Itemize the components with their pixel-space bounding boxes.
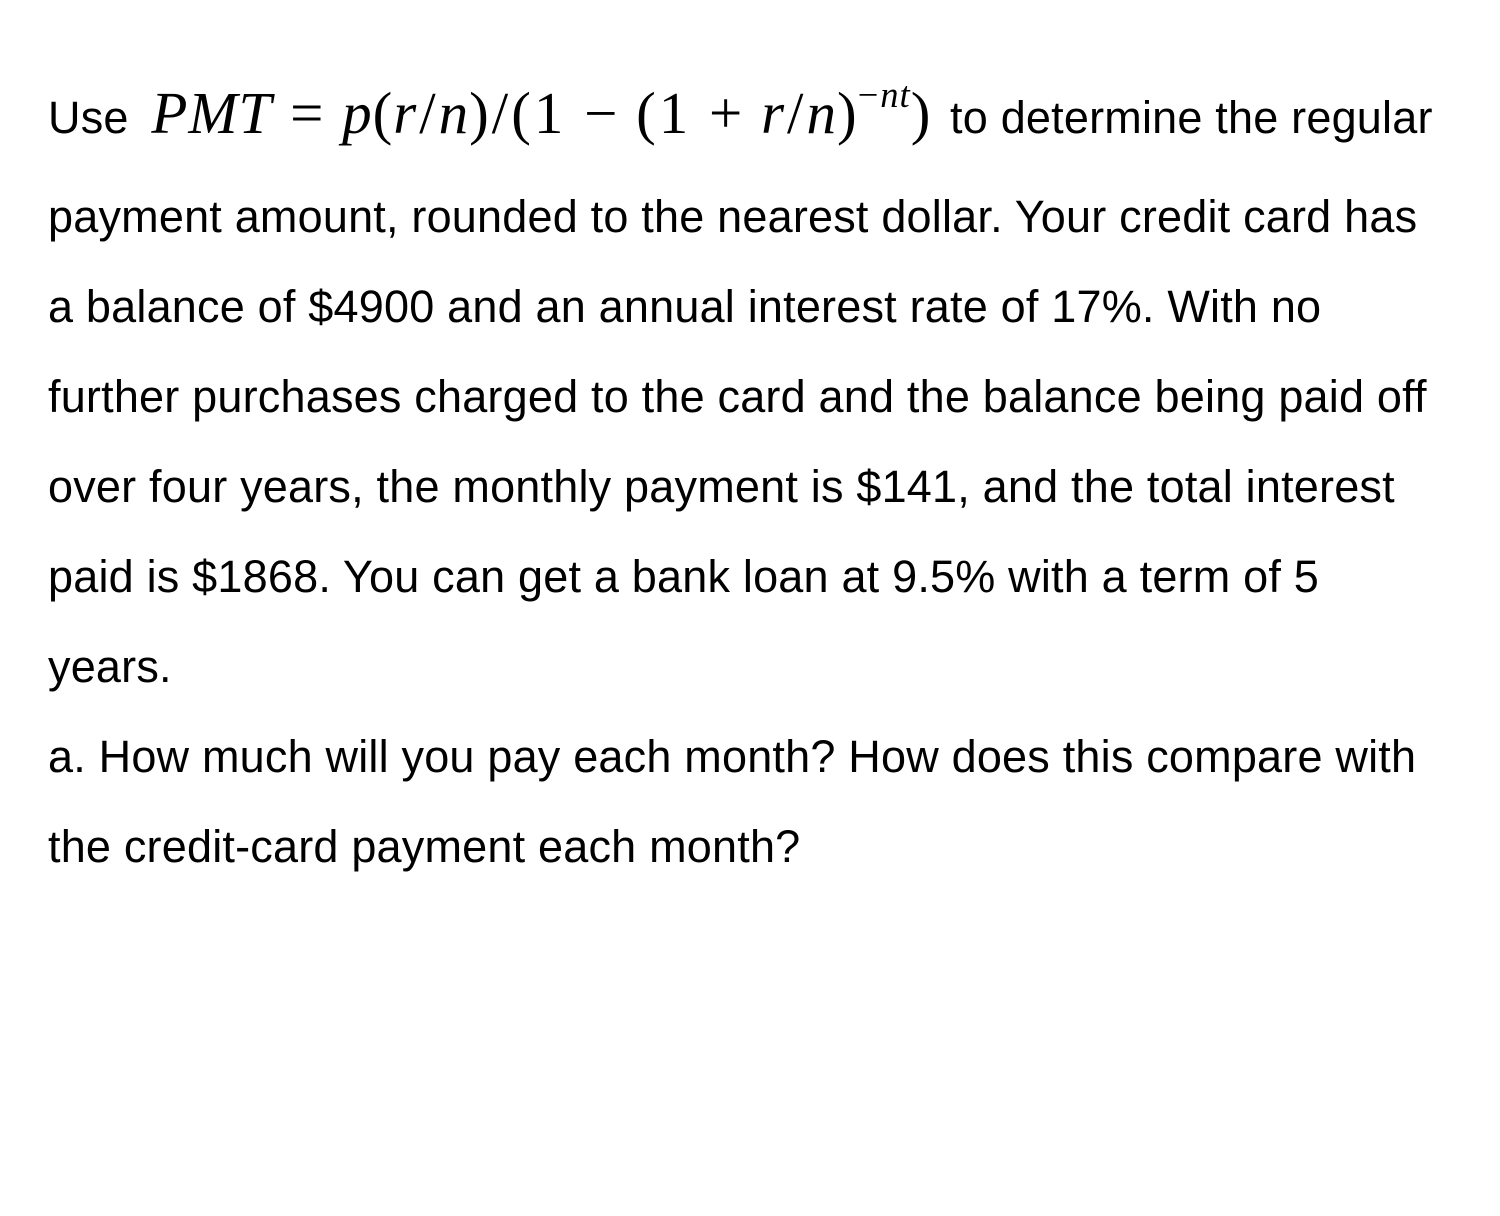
formula-one-2: 1 <box>657 80 692 146</box>
formula-r-2: r <box>761 80 785 146</box>
formula-slash-3: / <box>785 80 806 146</box>
paragraph-main: Use PMT = p(r/n)/(1 − (1 + r/n)−nt) to d… <box>48 54 1452 712</box>
formula-minus-1: − <box>566 80 636 146</box>
formula-one-1: 1 <box>532 80 567 146</box>
formula-exponent: −nt <box>858 74 911 115</box>
formula-rparen-3: ) <box>837 80 858 146</box>
paragraph-part-a: a. How much will you pay each month? How… <box>48 712 1452 892</box>
problem-text: Use PMT = p(r/n)/(1 − (1 + r/n)−nt) to d… <box>48 54 1452 892</box>
formula-r-1: r <box>393 80 417 146</box>
after-formula-text: to determine the regular payment amount,… <box>48 92 1433 692</box>
formula-lhs: PMT <box>151 80 272 146</box>
formula-n-1: n <box>439 80 470 146</box>
formula-rparen-2: ) <box>911 80 932 146</box>
formula-lparen-2: ( <box>511 80 532 146</box>
formula-n-2: n <box>806 80 837 146</box>
formula-p: p <box>342 80 373 146</box>
formula-slash-1: / <box>417 80 438 146</box>
formula-exp-minus: − <box>858 74 881 115</box>
formula-exp-nt: nt <box>880 74 910 115</box>
formula-lparen-1: ( <box>373 80 394 146</box>
lead-in-text: Use <box>48 92 141 143</box>
formula-equals: = <box>272 80 342 146</box>
formula-lparen-3: ( <box>636 80 657 146</box>
formula-rparen-1: ) <box>469 80 490 146</box>
pmt-formula: PMT = p(r/n)/(1 − (1 + r/n)−nt) <box>141 54 937 172</box>
formula-slash-2: / <box>490 80 511 146</box>
formula-plus-1: + <box>691 80 761 146</box>
